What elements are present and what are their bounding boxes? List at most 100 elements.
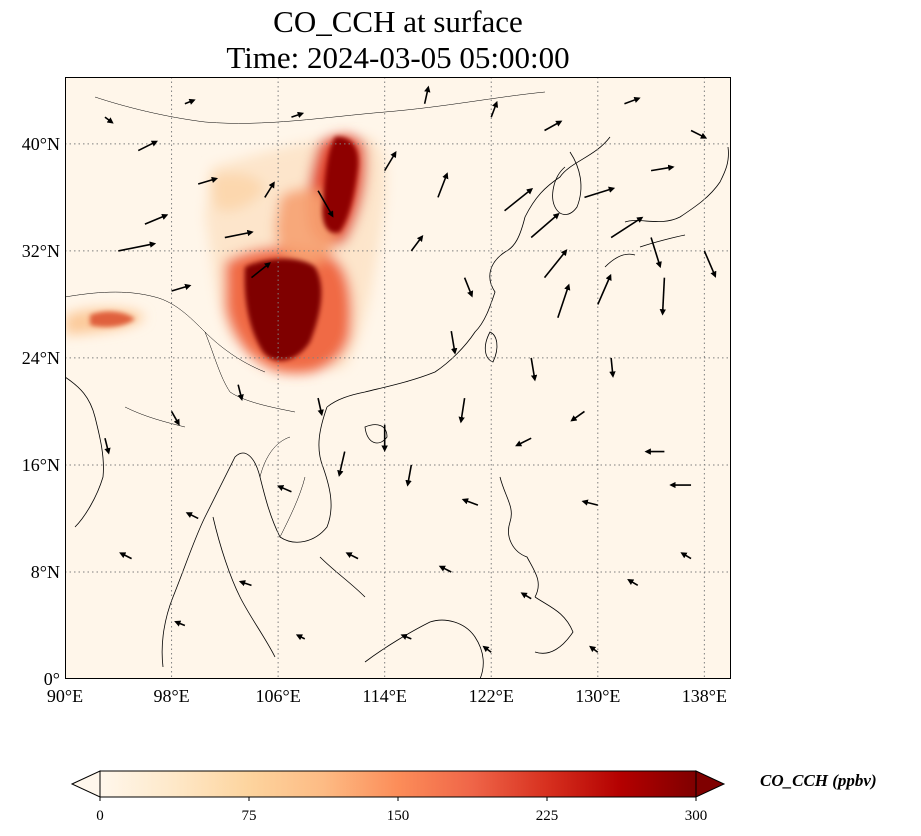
plume-north-core bbox=[322, 136, 359, 233]
wind-arrow bbox=[238, 580, 252, 587]
wind-arrow bbox=[104, 116, 114, 124]
wind-arrow bbox=[650, 164, 675, 172]
wind-arrow bbox=[581, 499, 598, 506]
wind-arrow bbox=[703, 250, 717, 278]
lon-tick-label: 130°E bbox=[575, 686, 621, 706]
wind-arrow bbox=[690, 129, 708, 139]
wind-arrow bbox=[584, 186, 616, 199]
map-title: CO_CCH at surface bbox=[273, 4, 523, 39]
wind-arrow bbox=[482, 645, 492, 653]
lon-tick-label: 98°E bbox=[153, 686, 190, 706]
coastline-china-east bbox=[326, 136, 611, 408]
coastline-japan bbox=[604, 146, 729, 268]
wind-arrow bbox=[345, 552, 359, 560]
wind-arrow bbox=[504, 187, 534, 212]
coastline-philippines bbox=[499, 476, 574, 654]
wind-arrow bbox=[337, 451, 346, 477]
wind-arrow bbox=[277, 485, 292, 493]
lat-tick-label: 8°N bbox=[30, 561, 60, 582]
lon-tick-label: 138°E bbox=[681, 686, 727, 706]
coastlines bbox=[65, 91, 729, 679]
lat-tick-label: 0° bbox=[43, 669, 60, 689]
co-concentration-field bbox=[65, 135, 386, 374]
colorbar bbox=[70, 770, 726, 801]
wind-arrow bbox=[438, 565, 452, 573]
wind-arrow bbox=[170, 411, 180, 426]
coastline-taiwan bbox=[484, 331, 498, 363]
wind-arrow bbox=[184, 98, 196, 105]
wind-arrow bbox=[224, 229, 254, 239]
wind-arrow bbox=[544, 120, 563, 132]
wind-arrow bbox=[680, 552, 692, 560]
colorbar-tick-label: 150 bbox=[386, 808, 410, 824]
wind-arrow bbox=[490, 100, 499, 118]
wind-arrow bbox=[437, 172, 449, 198]
wind-arrow bbox=[185, 512, 199, 520]
colorbar-tick-label: 300 bbox=[684, 808, 708, 824]
coastline-bay-of-bengal bbox=[65, 376, 104, 528]
wind-arrow bbox=[530, 212, 560, 239]
wind-arrow bbox=[264, 181, 275, 198]
wind-arrow bbox=[463, 277, 474, 298]
wind-arrow bbox=[144, 213, 169, 225]
wind-arrow bbox=[410, 234, 424, 252]
map-canvas bbox=[65, 77, 731, 679]
wind-arrow bbox=[237, 384, 244, 401]
colorbar-gradient bbox=[99, 770, 697, 798]
lon-tick-label: 114°E bbox=[362, 686, 407, 706]
coastline-korea bbox=[552, 151, 582, 215]
colorbar-tick-marks bbox=[99, 797, 697, 801]
lat-tick-label: 32°N bbox=[21, 240, 60, 261]
wind-arrow bbox=[291, 111, 305, 118]
coastline-borneo bbox=[364, 619, 484, 679]
lat-tick-label: 16°N bbox=[21, 454, 60, 475]
wind-arrow bbox=[458, 397, 466, 424]
wind-arrow bbox=[543, 249, 568, 279]
wind-arrow bbox=[659, 277, 667, 316]
lat-tick-label: 40°N bbox=[21, 133, 60, 154]
wind-arrow bbox=[570, 410, 585, 422]
map-panel bbox=[65, 77, 731, 679]
map-subtitle-time: Time: 2024-03-05 05:00:00 bbox=[226, 40, 570, 75]
wind-arrow bbox=[405, 464, 413, 487]
borders-mainland bbox=[65, 91, 546, 538]
wind-arrow bbox=[383, 150, 397, 172]
wind-arrow bbox=[515, 437, 532, 447]
coastline-indochina bbox=[161, 406, 332, 668]
wind-arrow bbox=[171, 283, 192, 292]
wind-arrow bbox=[609, 357, 616, 378]
wind-arrow bbox=[400, 633, 412, 640]
colorbar-tick-label: 75 bbox=[241, 808, 257, 824]
wind-arrow bbox=[317, 397, 324, 417]
wind-arrow bbox=[137, 140, 158, 152]
wind-arrow bbox=[174, 620, 186, 627]
plume-tibet-core bbox=[90, 311, 135, 327]
lon-tick-label: 106°E bbox=[255, 686, 301, 706]
lat-tick-label: 24°N bbox=[21, 347, 60, 368]
colorbar-tick-label: 0 bbox=[96, 808, 104, 824]
colorbar-tick-label: 225 bbox=[535, 808, 559, 824]
colorbar-label: CO_CCH (ppbv) bbox=[760, 771, 877, 790]
wind-arrow bbox=[520, 592, 532, 600]
wind-arrow bbox=[597, 273, 612, 305]
wind-arrow bbox=[295, 634, 306, 641]
plume-north-west bbox=[210, 173, 265, 211]
plume-central-band bbox=[275, 188, 337, 267]
wind-arrow bbox=[450, 331, 458, 355]
wind-arrow bbox=[104, 438, 111, 455]
lon-tick-label: 122°E bbox=[468, 686, 514, 706]
wind-arrow bbox=[624, 96, 641, 105]
wind-arrow bbox=[423, 85, 431, 104]
wind-arrow bbox=[461, 498, 479, 506]
lon-tick-label: 90°E bbox=[46, 686, 84, 706]
colorbar-extend-min bbox=[70, 770, 101, 798]
wind-arrow bbox=[589, 645, 599, 653]
wind-arrow bbox=[119, 552, 132, 560]
wind-arrow bbox=[197, 176, 219, 185]
coastline-malay bbox=[212, 516, 366, 658]
wind-vectors bbox=[104, 85, 717, 653]
plume-sichuan-core bbox=[244, 258, 322, 361]
wind-arrow bbox=[650, 237, 662, 269]
coastline-hainan bbox=[364, 424, 388, 444]
